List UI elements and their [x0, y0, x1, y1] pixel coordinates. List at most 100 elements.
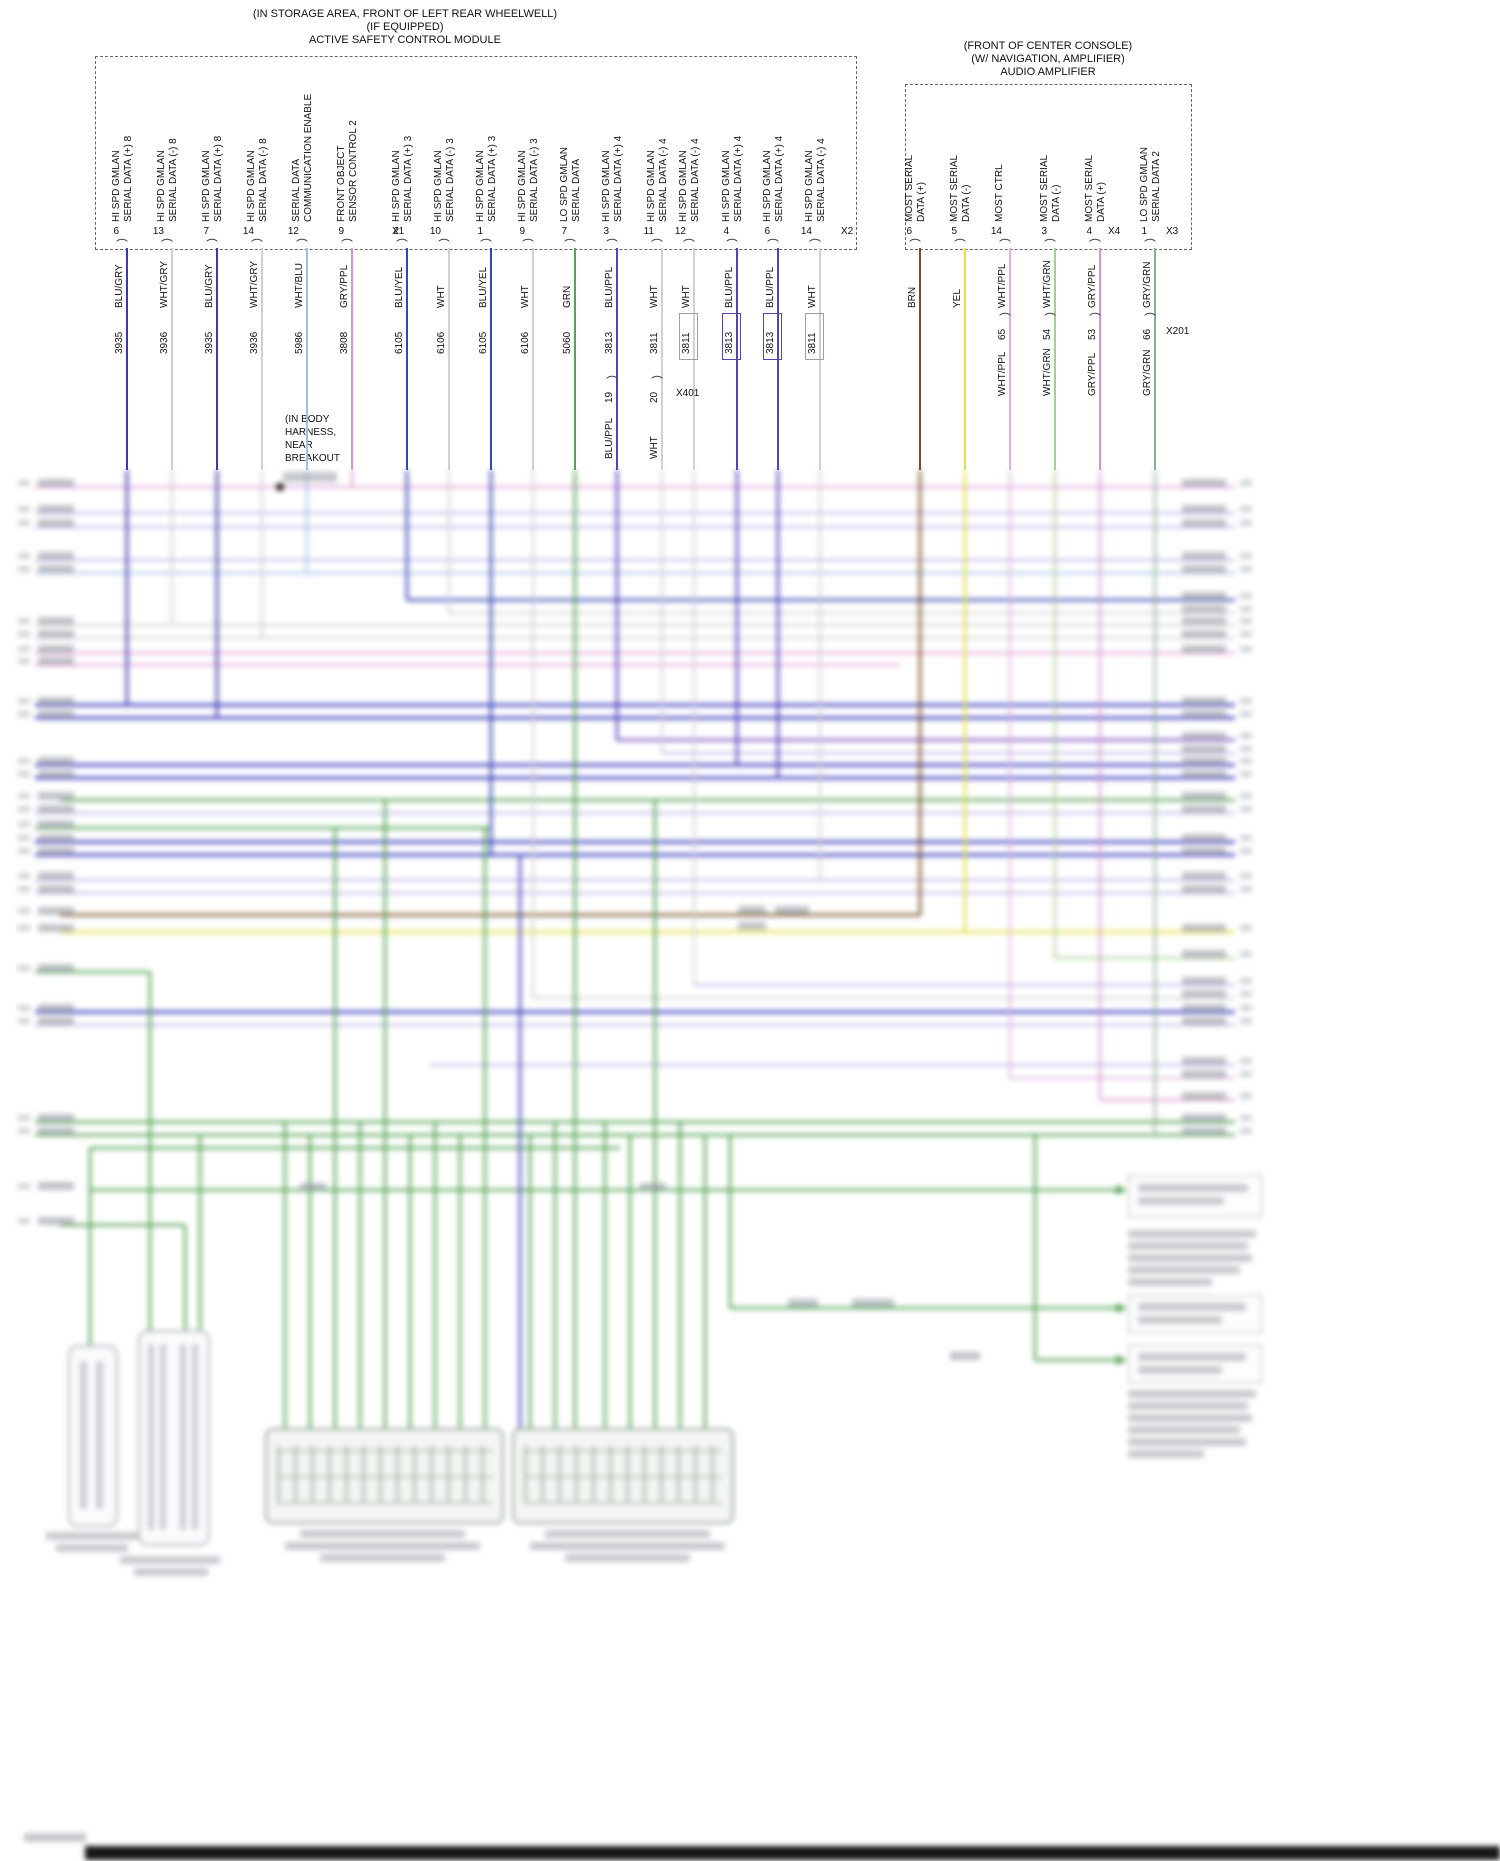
wire-color-label: GRY/PPL: [1087, 264, 1098, 308]
blurred-text: [1128, 1230, 1256, 1238]
blurred-text: [1128, 1266, 1240, 1274]
wire-routing-svg: [18, 470, 1500, 1860]
connector-pin-mark: (: [954, 238, 968, 242]
wire-color-label: WHT/GRY: [249, 260, 260, 308]
circuit-number: 3813: [604, 331, 615, 354]
pin-number: 7: [203, 226, 209, 237]
connector-id: X3: [1166, 226, 1179, 237]
blurred-vertical-text: [80, 1361, 87, 1509]
pin-signal-label: HI SPD GMLAN: [391, 150, 402, 222]
callout-box-1: [1128, 1175, 1262, 1217]
blurred-text: [1138, 1366, 1222, 1374]
inline-wire-color-label: GRY/PPL: [1087, 352, 1098, 396]
pin-signal-label: SENSOR CONTROL 2: [348, 120, 359, 222]
wire-segment: [490, 248, 492, 470]
wire-color-label: BLU/GRY: [204, 264, 215, 308]
wire-color-label: WHT: [681, 285, 692, 308]
callout-box-3: [1128, 1345, 1262, 1383]
connector-pin-mark: (: [726, 238, 740, 242]
wire-segment: [448, 248, 450, 470]
connector-id: X4: [1108, 226, 1121, 237]
pin-number: 11: [643, 226, 654, 237]
blurred-text: [1128, 1438, 1246, 1446]
blurred-text: [1128, 1254, 1252, 1262]
pin-signal-label: HI SPD GMLAN: [246, 150, 257, 222]
splice-dot: [276, 483, 284, 491]
connector-pin-mark: (: [564, 238, 578, 242]
pin-signal-label: HI SPD GMLAN: [721, 150, 732, 222]
inline-wire-color-label: WHT: [649, 436, 660, 459]
blurred-text: [320, 1554, 445, 1562]
pin-signal-label: SERIAL DATA (+) 8: [213, 135, 224, 222]
wire-color-label: BLU/GRY: [114, 264, 125, 308]
pin-signal-label: SERIAL DATA (-) 4: [816, 138, 827, 222]
wire-segment: [406, 248, 408, 470]
wire-segment: [126, 248, 128, 470]
wire-segment: [306, 248, 308, 470]
pin-signal-label: HI SPD GMLAN: [678, 150, 689, 222]
wire-color-label: WHT/GRY: [159, 260, 170, 308]
pin-number: 3: [1041, 226, 1047, 237]
wire-segment: [919, 248, 921, 470]
left-bottom-module-2: [138, 1330, 210, 1546]
pin-number: 5: [951, 226, 957, 237]
pin-number: 10: [429, 226, 441, 237]
wire-color-label: WHT: [520, 285, 531, 308]
inline-pin-number: 53: [1087, 328, 1098, 340]
blurred-text: [530, 1542, 725, 1550]
blurred-text: [1138, 1316, 1222, 1324]
pin-signal-label: HI SPD GMLAN: [111, 150, 122, 222]
pin-signal-label: SERIAL DATA (+) 8: [123, 135, 134, 222]
circuit-number: 5060: [562, 331, 573, 354]
connector-pin-mark: (: [809, 238, 823, 242]
pin-signal-label: SERIAL DATA (+) 3: [403, 135, 414, 222]
wire-color-label: WHT: [649, 285, 660, 308]
bottom-connector-block-2: [512, 1428, 734, 1524]
wire-color-label: GRN: [562, 285, 573, 308]
pin-signal-label: SERIAL DATA (-) 4: [658, 138, 669, 222]
pin-number: 6: [764, 226, 770, 237]
circuit-number: 3935: [114, 331, 125, 354]
circuit-number: 3936: [159, 331, 170, 354]
pin-number: 6: [113, 226, 119, 237]
connector-pin-mark: (: [296, 238, 310, 242]
left-bottom-module-1: [68, 1345, 118, 1527]
wire-color-label: WHT/PPL: [997, 263, 1008, 308]
blurred-vertical-text: [148, 1344, 154, 1530]
inline-wire-color-label: WHT/PPL: [997, 351, 1008, 396]
connector-id: X1: [392, 226, 405, 237]
active-safety-control-module-box: [95, 56, 857, 250]
blurred-text: [1128, 1414, 1252, 1422]
bus-lines: [35, 486, 1235, 1362]
inline-wire-color-label: WHT/GRN: [1042, 348, 1053, 396]
blurred-diagram-region: [0, 470, 1500, 1861]
pin-signal-label: HI SPD GMLAN: [433, 150, 444, 222]
pin-signal-label: COMMUNICATION ENABLE: [303, 93, 314, 222]
note-line: (IN BODY: [285, 414, 330, 425]
pin-signal-label: FRONT OBJECT: [336, 145, 347, 222]
circuit-number: 3936: [249, 331, 260, 354]
blurred-text: [565, 1554, 690, 1562]
blurred-text: [46, 1532, 138, 1540]
pin-signal-label: HI SPD GMLAN: [762, 150, 773, 222]
connector-pin-mark: (: [522, 238, 536, 242]
pin-number: 9: [519, 226, 525, 237]
wire-color-label: WHT/GRN: [1042, 260, 1053, 308]
vertical-wires: [125, 470, 1156, 1445]
pin-number: 9: [338, 226, 344, 237]
pin-signal-label: HI SPD GMLAN: [475, 150, 486, 222]
misc-marks: [276, 483, 1127, 1365]
pin-signal-label: SERIAL DATA (+) 4: [774, 135, 785, 222]
connector-pin-mark: (: [206, 238, 220, 242]
connector-pin-mark: (: [683, 238, 697, 242]
label-smudges: [18, 472, 1500, 1860]
pin-number: 14: [242, 226, 254, 237]
pin-number: 4: [1086, 226, 1092, 237]
left-module-title: (IN STORAGE AREA, FRONT OF LEFT REAR WHE…: [55, 8, 755, 47]
pin-signal-label: HI SPD GMLAN: [201, 150, 212, 222]
blurred-text: [1128, 1450, 1204, 1458]
pin-signal-label: SERIAL DATA (-) 3: [529, 138, 540, 222]
circuit-number: 5986: [294, 331, 305, 354]
connector-pin-mark: (: [651, 238, 665, 242]
connector-pin-mark: (: [1144, 238, 1158, 242]
